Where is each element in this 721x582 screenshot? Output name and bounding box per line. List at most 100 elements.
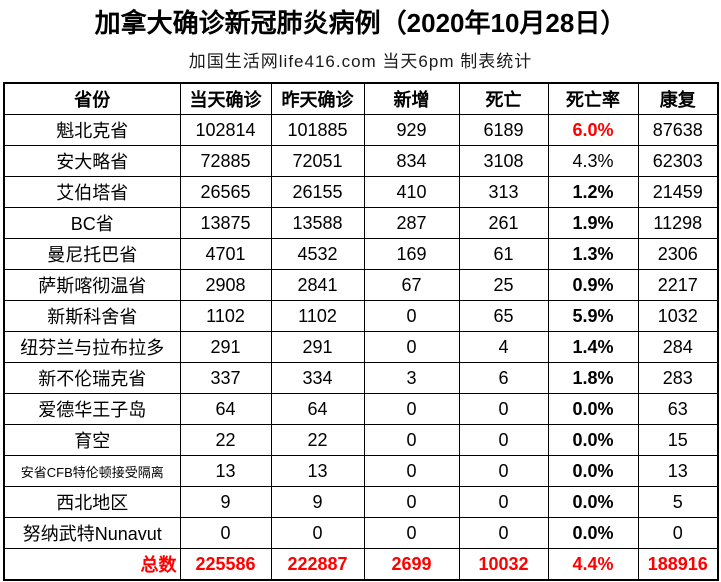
col-header-yesterday: 昨天确诊	[270, 82, 365, 115]
value-cell-yesterday: 13588	[270, 207, 365, 239]
value-cell-new: 929	[363, 114, 460, 146]
value-cell-rate: 0.9%	[547, 269, 639, 301]
value-cell-recovered: 2217	[637, 269, 719, 301]
value-cell-recovered: 21459	[637, 176, 719, 208]
value-cell-recovered: 15	[637, 424, 719, 456]
value-cell-rate: 0.0%	[547, 486, 639, 518]
value-cell-recovered: 87638	[637, 114, 719, 146]
province-row: 西北地区 9 9 0 0 0.0% 5	[3, 486, 719, 518]
value-cell-yesterday: 26155	[270, 176, 365, 208]
value-cell-yesterday: 222887	[270, 548, 365, 581]
value-cell-recovered: 0	[637, 517, 719, 549]
value-cell-recovered: 2306	[637, 238, 719, 270]
value-cell-deaths: 0	[458, 486, 549, 518]
value-cell-today: 291	[179, 331, 272, 363]
value-cell-new: 287	[363, 207, 460, 239]
covid-cases-table: 省份 当天确诊 昨天确诊 新增 死亡 死亡率 康复 魁北克省 102814 101885 929 6…	[3, 82, 719, 581]
province-row: 曼尼托巴省 4701 4532 169 61 1.3% 2306	[3, 238, 719, 270]
value-cell-new: 2699	[363, 548, 460, 581]
value-cell-deaths: 0	[458, 424, 549, 456]
value-cell-yesterday: 13	[270, 455, 365, 487]
value-cell-yesterday: 101885	[270, 114, 365, 146]
province-row: 纽芬兰与拉布拉多 291 291 0 4 1.4% 284	[3, 331, 719, 363]
province-cell: 西北地区	[3, 486, 181, 518]
value-cell-today: 72885	[179, 145, 272, 177]
value-cell-new: 0	[363, 331, 460, 363]
value-cell-rate: 5.9%	[547, 300, 639, 332]
province-row: 安省CFB特伦顿接受隔离 13 13 0 0 0.0% 13	[3, 455, 719, 487]
value-cell-recovered: 188916	[637, 548, 719, 581]
province-cell: 爱德华王子岛	[3, 393, 181, 425]
province-row: 努纳武特Nunavut 0 0 0 0 0.0% 0	[3, 517, 719, 549]
value-cell-rate: 4.3%	[547, 145, 639, 177]
value-cell-today: 26565	[179, 176, 272, 208]
value-cell-deaths: 0	[458, 517, 549, 549]
province-cell: 纽芬兰与拉布拉多	[3, 331, 181, 363]
value-cell-rate: 1.8%	[547, 362, 639, 394]
page-subtitle: 加国生活网life416.com 当天6pm 制表统计	[188, 52, 533, 71]
value-cell-deaths: 6	[458, 362, 549, 394]
value-cell-yesterday: 291	[270, 331, 365, 363]
value-cell-today: 2908	[179, 269, 272, 301]
value-cell-today: 1102	[179, 300, 272, 332]
province-cell: 总数	[3, 548, 181, 581]
value-cell-new: 0	[363, 486, 460, 518]
value-cell-yesterday: 2841	[270, 269, 365, 301]
col-header-today: 当天确诊	[179, 82, 272, 115]
value-cell-recovered: 283	[637, 362, 719, 394]
value-cell-yesterday: 0	[270, 517, 365, 549]
value-cell-deaths: 6189	[458, 114, 549, 146]
value-cell-today: 64	[179, 393, 272, 425]
value-cell-deaths: 65	[458, 300, 549, 332]
value-cell-deaths: 0	[458, 455, 549, 487]
province-cell: 安省CFB特伦顿接受隔离	[3, 455, 181, 487]
value-cell-new: 3	[363, 362, 460, 394]
value-cell-recovered: 5	[637, 486, 719, 518]
page-title: 加拿大确诊新冠肺炎病例（2020年10月28日）	[94, 8, 627, 38]
province-row: BC省 13875 13588 287 261 1.9% 11298	[3, 207, 719, 239]
value-cell-rate: 0.0%	[547, 393, 639, 425]
province-row: 魁北克省 102814 101885 929 6189 6.0% 87638	[3, 114, 719, 146]
value-cell-new: 0	[363, 300, 460, 332]
value-cell-today: 22	[179, 424, 272, 456]
province-cell: 曼尼托巴省	[3, 238, 181, 270]
value-cell-today: 337	[179, 362, 272, 394]
value-cell-today: 9	[179, 486, 272, 518]
province-row: 新斯科舍省 1102 1102 0 65 5.9% 1032	[3, 300, 719, 332]
value-cell-rate: 6.0%	[547, 114, 639, 146]
province-row: 艾伯塔省 26565 26155 410 313 1.2% 21459	[3, 176, 719, 208]
value-cell-rate: 1.4%	[547, 331, 639, 363]
province-cell: 安大略省	[3, 145, 181, 177]
value-cell-recovered: 1032	[637, 300, 719, 332]
value-cell-recovered: 62303	[637, 145, 719, 177]
value-cell-yesterday: 22	[270, 424, 365, 456]
value-cell-deaths: 0	[458, 393, 549, 425]
value-cell-today: 4701	[179, 238, 272, 270]
total-row: 总数 225586 222887 2699 10032 4.4% 188916	[3, 548, 719, 581]
value-cell-rate: 0.0%	[547, 517, 639, 549]
province-row: 新不伦瑞克省 337 334 3 6 1.8% 283	[3, 362, 719, 394]
value-cell-recovered: 13	[637, 455, 719, 487]
value-cell-rate: 0.0%	[547, 424, 639, 456]
value-cell-deaths: 10032	[458, 548, 549, 581]
value-cell-recovered: 284	[637, 331, 719, 363]
province-row: 萨斯喀彻温省 2908 2841 67 25 0.9% 2217	[3, 269, 719, 301]
col-header-deaths: 死亡	[458, 82, 549, 115]
province-cell: 新斯科舍省	[3, 300, 181, 332]
value-cell-yesterday: 9	[270, 486, 365, 518]
col-header-rate: 死亡率	[547, 82, 639, 115]
value-cell-new: 834	[363, 145, 460, 177]
value-cell-recovered: 63	[637, 393, 719, 425]
value-cell-new: 410	[363, 176, 460, 208]
col-header-recovered: 康复	[637, 82, 719, 115]
value-cell-yesterday: 64	[270, 393, 365, 425]
value-cell-deaths: 61	[458, 238, 549, 270]
value-cell-new: 0	[363, 455, 460, 487]
province-cell: 艾伯塔省	[3, 176, 181, 208]
province-row: 安大略省 72885 72051 834 3108 4.3% 62303	[3, 145, 719, 177]
province-cell: BC省	[3, 207, 181, 239]
value-cell-deaths: 25	[458, 269, 549, 301]
value-cell-rate: 1.3%	[547, 238, 639, 270]
province-cell: 魁北克省	[3, 114, 181, 146]
